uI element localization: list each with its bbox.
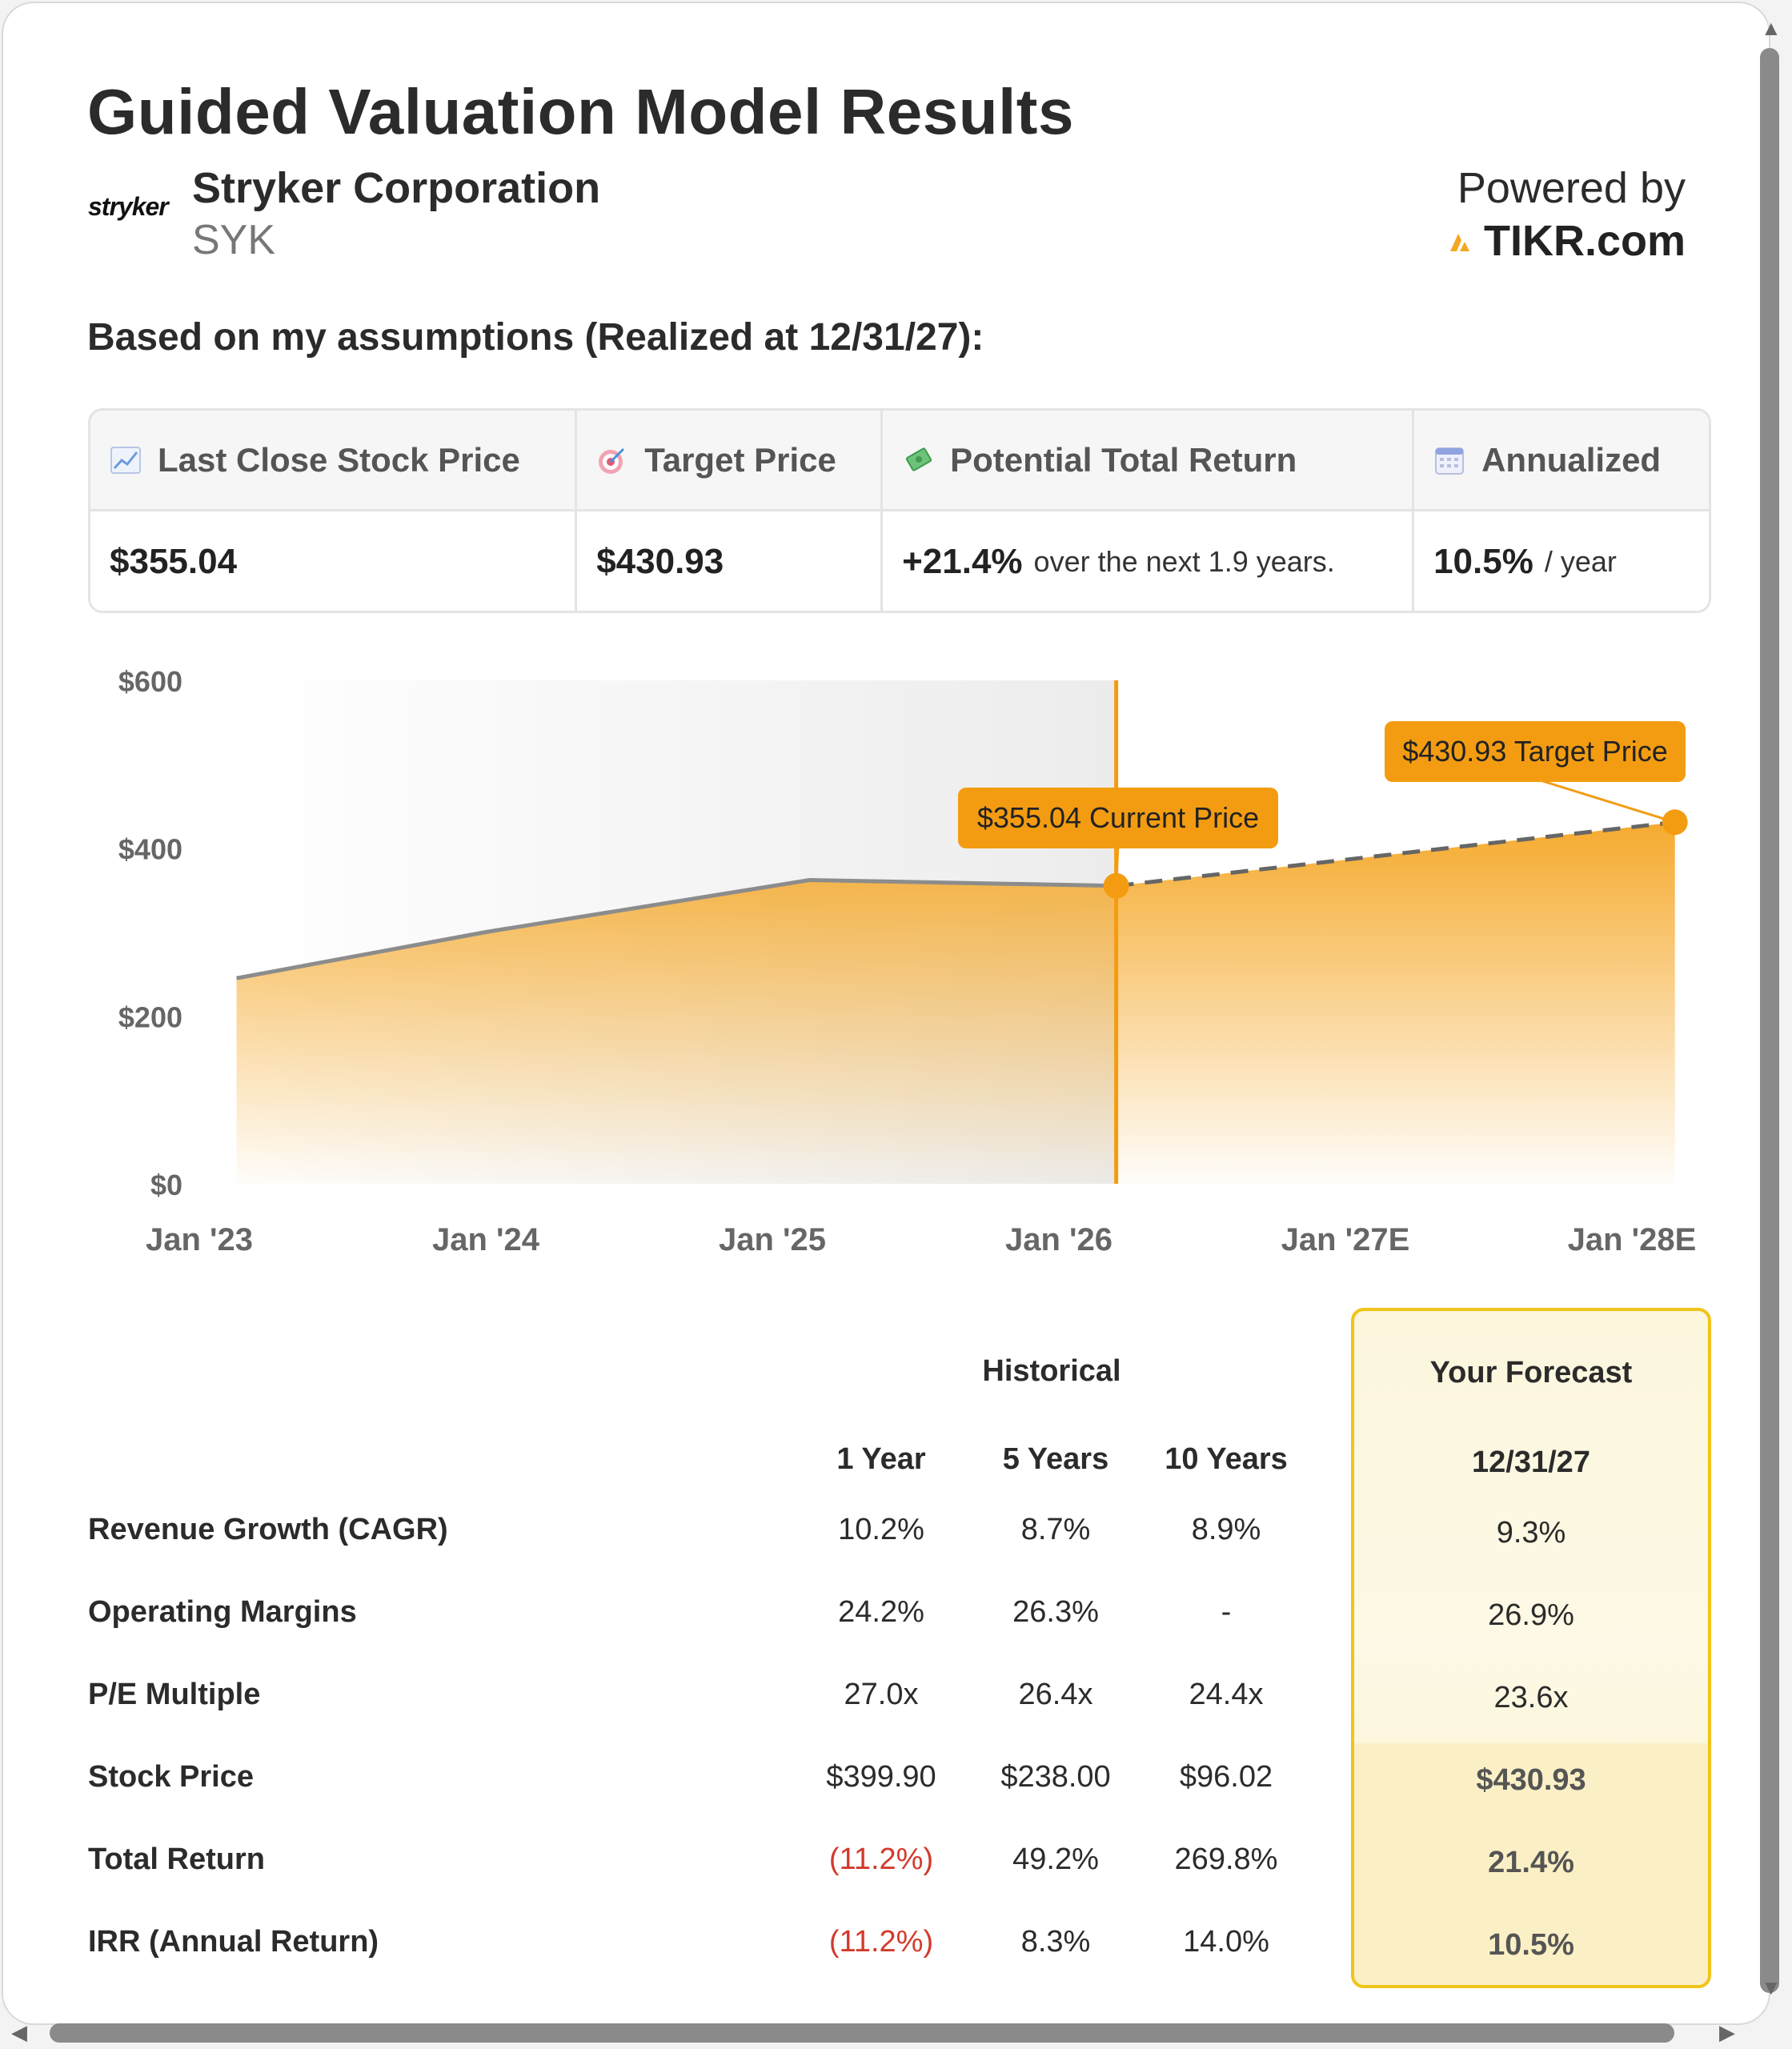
annualized-value: 10.5% / year bbox=[1433, 542, 1617, 581]
target-price-callout-connector bbox=[1534, 777, 1676, 824]
results-window: Guided Valuation Model Results stryker S… bbox=[2, 2, 1770, 2025]
header-last-close: Last Close Stock Price bbox=[90, 411, 578, 509]
y-tick-label: $400 bbox=[118, 833, 182, 866]
irr-10y: 14.0% bbox=[1183, 1925, 1269, 1959]
total-return-10y: 269.8% bbox=[1174, 1842, 1278, 1876]
x-tick-label: Jan '27E bbox=[1281, 1222, 1410, 1257]
stryker-logo: stryker bbox=[88, 192, 169, 221]
forecast-highlight bbox=[1354, 1743, 1708, 1985]
page-title: Guided Valuation Model Results bbox=[87, 76, 1074, 147]
pe-multiple-forecast: 23.6x bbox=[1493, 1681, 1569, 1714]
calendar-icon bbox=[1435, 447, 1465, 475]
target-price-marker bbox=[1662, 809, 1688, 836]
pe-multiple-1y: 27.0x bbox=[844, 1678, 919, 1711]
scroll-left-arrow-icon[interactable]: ◀ bbox=[11, 2020, 27, 2044]
x-tick-label: Jan '26 bbox=[1005, 1222, 1112, 1257]
irr-5y: 8.3% bbox=[1020, 1925, 1091, 1959]
current-price-marker bbox=[1103, 872, 1129, 899]
col-10-years: 10 Years bbox=[1165, 1442, 1288, 1476]
y-tick-label: $200 bbox=[118, 1000, 182, 1033]
summary-header-row: Last Close Stock Price Target Price Pote… bbox=[90, 411, 1709, 511]
assumptions-heading: Based on my assumptions (Realized at 12/… bbox=[87, 316, 984, 359]
x-tick-label: Jan '28E bbox=[1568, 1222, 1697, 1257]
forecast-price-line bbox=[1116, 820, 1675, 888]
chart-increasing-icon bbox=[110, 446, 141, 474]
operating-margins-1y: 24.2% bbox=[838, 1595, 924, 1629]
comparison-table: Historical Your Forecast 1 Year 5 Years … bbox=[3, 1300, 1769, 2004]
forecast-header: Your Forecast bbox=[1429, 1356, 1633, 1389]
revenue-growth-5y: 8.7% bbox=[1020, 1513, 1091, 1546]
target-price-callout-text: $430.93 Target Price bbox=[1402, 735, 1668, 768]
target-price-value: $430.93 bbox=[577, 511, 884, 611]
scroll-right-arrow-icon[interactable]: ▶ bbox=[1719, 2020, 1735, 2044]
stock-price-5y: $238.00 bbox=[1000, 1760, 1111, 1794]
revenue-growth-10y: 8.9% bbox=[1191, 1513, 1261, 1546]
price-chart: $600 $400 $200 $0 Jan '23 Jan '24 Jan '25 Jan '… bbox=[3, 644, 1769, 1284]
revenue-growth-1y: 10.2% bbox=[838, 1513, 924, 1546]
row-label-total-return: Total Return bbox=[88, 1842, 265, 1876]
row-label-revenue-growth: Revenue Growth (CAGR) bbox=[88, 1513, 448, 1546]
tikr-label: TIKR.com bbox=[1483, 217, 1686, 265]
stock-price-10y: $96.02 bbox=[1179, 1760, 1273, 1794]
total-return-value: +21.4% over the next 1.9 years. bbox=[883, 511, 1415, 611]
last-close-value: $355.04 bbox=[90, 511, 578, 611]
stock-price-forecast: $430.93 bbox=[1476, 1763, 1586, 1797]
target-icon bbox=[599, 447, 625, 474]
current-price-callout-box bbox=[958, 788, 1278, 848]
historical-header: Historical bbox=[982, 1354, 1121, 1388]
col-1-year: 1 Year bbox=[836, 1442, 926, 1476]
historical-price-line bbox=[236, 877, 1116, 980]
current-price-callout-text: $355.04 Current Price bbox=[977, 801, 1259, 834]
company-name: Stryker Corporation bbox=[192, 164, 601, 212]
pe-multiple-5y: 26.4x bbox=[1018, 1678, 1093, 1711]
header-annualized: Annualized bbox=[1414, 411, 1709, 509]
target-price-callout-box bbox=[1385, 721, 1686, 782]
total-return-5y: 49.2% bbox=[1012, 1842, 1099, 1876]
x-tick-label: Jan '23 bbox=[146, 1222, 253, 1257]
forecast-column bbox=[1351, 1308, 1711, 1988]
tikr-link[interactable]: TIKR.com bbox=[1447, 216, 1686, 266]
operating-margins-forecast: 26.9% bbox=[1488, 1598, 1574, 1632]
powered-by-text: Powered by bbox=[1457, 164, 1686, 212]
total-return-1y: (11.2%) bbox=[828, 1842, 934, 1876]
revenue-growth-forecast: 9.3% bbox=[1496, 1516, 1566, 1550]
irr-1y: (11.2%) bbox=[828, 1925, 934, 1959]
row-label-irr: IRR (Annual Return) bbox=[88, 1925, 379, 1959]
vertical-scrollbar[interactable]: ▲ ▼ bbox=[1758, 16, 1782, 2017]
horizontal-scrollbar[interactable]: ◀ ▶ bbox=[8, 2019, 1761, 2046]
y-tick-label: $600 bbox=[118, 665, 182, 698]
scroll-down-arrow-icon[interactable]: ▼ bbox=[1761, 1975, 1782, 1999]
operating-margins-5y: 26.3% bbox=[1012, 1595, 1099, 1629]
col-5-years: 5 Years bbox=[1002, 1442, 1109, 1476]
x-tick-label: Jan '25 bbox=[719, 1222, 826, 1257]
summary-value-row: $355.04 $430.93 +21.4% over the next 1.9… bbox=[90, 511, 1709, 611]
vertical-scroll-thumb[interactable] bbox=[1760, 48, 1779, 1993]
y-tick-label: $0 bbox=[150, 1169, 182, 1201]
forecast-date: 12/31/27 bbox=[1472, 1446, 1590, 1479]
price-area bbox=[236, 822, 1675, 1184]
stock-price-1y: $399.90 bbox=[826, 1760, 936, 1794]
price-chart-svg: $600 $400 $200 $0 Jan '23 Jan '24 Jan '25 Jan '… bbox=[118, 665, 1697, 1257]
irr-forecast: 10.5% bbox=[1488, 1928, 1574, 1962]
header-total-return: Potential Total Return bbox=[883, 411, 1415, 509]
pe-multiple-10y: 24.4x bbox=[1189, 1678, 1264, 1711]
total-return-forecast: 21.4% bbox=[1488, 1846, 1574, 1879]
scroll-up-arrow-icon[interactable]: ▲ bbox=[1761, 16, 1782, 40]
row-label-pe-multiple: P/E Multiple bbox=[88, 1678, 261, 1711]
row-label-stock-price: Stock Price bbox=[88, 1760, 254, 1794]
horizontal-scroll-thumb[interactable] bbox=[50, 2023, 1674, 2043]
money-with-wings-icon bbox=[906, 447, 932, 471]
header-target-price: Target Price bbox=[577, 411, 884, 509]
summary-table: Last Close Stock Price Target Price Pote… bbox=[88, 408, 1711, 613]
x-tick-label: Jan '24 bbox=[432, 1222, 540, 1257]
row-label-operating-margins: Operating Margins bbox=[88, 1595, 357, 1629]
ticker-symbol: SYK bbox=[192, 217, 276, 263]
tikr-logo-icon bbox=[1449, 234, 1469, 251]
operating-margins-10y: - bbox=[1221, 1595, 1232, 1629]
